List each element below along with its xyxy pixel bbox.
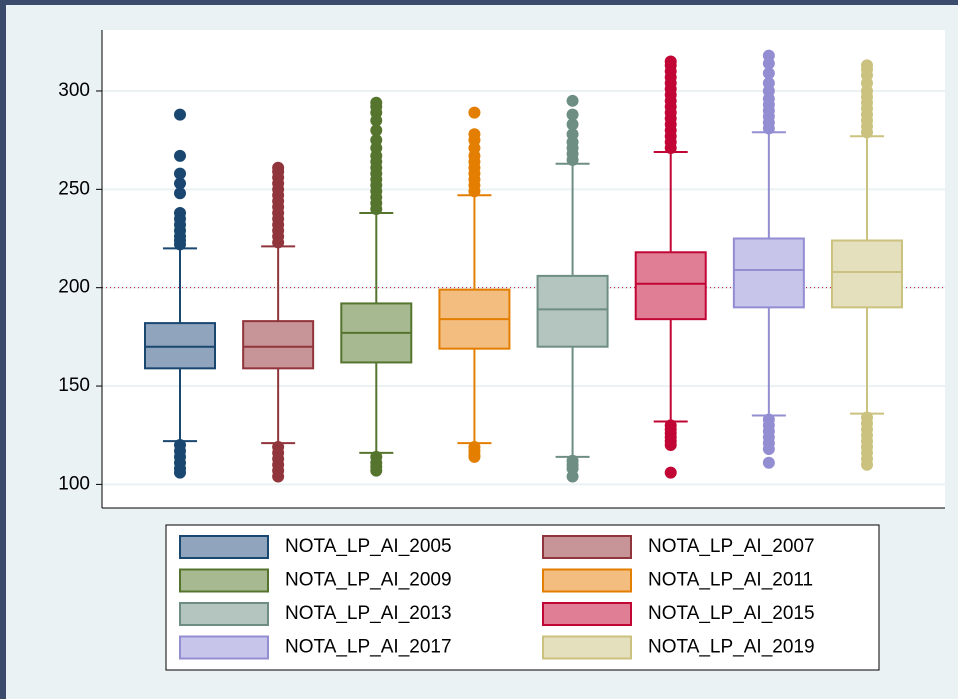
legend-label: NOTA_LP_AI_2007: [648, 536, 815, 557]
box: [634, 251, 707, 321]
outlier: [762, 49, 775, 62]
outlier: [174, 187, 186, 200]
outlier: [861, 59, 873, 72]
outlier: [664, 55, 677, 68]
legend: [165, 524, 880, 671]
outlier: [174, 167, 186, 180]
outlier: [762, 67, 775, 80]
legend-swatch: [542, 635, 632, 660]
outlier: [762, 77, 775, 90]
outlier: [566, 128, 579, 141]
legend-label: NOTA_LP_AI_2017: [285, 637, 452, 658]
outlier: [566, 470, 579, 483]
legend-swatch: [542, 602, 632, 626]
legend-swatch: [179, 635, 269, 660]
legend-swatch: [542, 535, 632, 559]
outlier: [566, 118, 579, 131]
box: [242, 320, 315, 370]
outlier: [664, 466, 677, 479]
outlier: [272, 161, 285, 174]
outlier: [174, 177, 186, 190]
outlier: [468, 106, 481, 119]
y-tick-label: 200: [58, 277, 90, 298]
box: [536, 274, 609, 348]
y-tick-label: 300: [58, 80, 90, 101]
outlier: [174, 149, 186, 162]
y-tick-label: 250: [58, 178, 90, 199]
legend-label: NOTA_LP_AI_2011: [648, 570, 813, 591]
plot-region: [102, 30, 945, 508]
outlier: [566, 108, 579, 121]
outlier: [370, 464, 383, 477]
outlier: [174, 108, 186, 121]
outlier: [468, 450, 481, 463]
legend-label: NOTA_LP_AI_2005: [285, 536, 452, 557]
outlier: [762, 456, 775, 469]
legend-swatch: [179, 602, 269, 626]
y-tick-label: 150: [58, 375, 90, 396]
legend-label: NOTA_LP_AI_2013: [285, 603, 452, 624]
legend-swatch: [179, 535, 269, 559]
outlier: [861, 458, 873, 471]
outlier: [272, 470, 285, 483]
y-tick-label: 100: [58, 473, 90, 494]
box: [732, 237, 805, 309]
outlier: [566, 94, 579, 107]
outlier: [468, 128, 481, 141]
legend-label: NOTA_LP_AI_2019: [648, 637, 815, 658]
legend-swatch: [542, 568, 632, 593]
legend-label: NOTA_LP_AI_2009: [285, 570, 452, 591]
outlier: [174, 466, 186, 479]
box: [831, 239, 903, 309]
outlier: [762, 442, 775, 455]
outlier: [174, 206, 186, 219]
outlier: [370, 134, 383, 147]
outlier: [370, 96, 383, 109]
outlier: [370, 124, 383, 137]
legend-swatch: [179, 568, 269, 593]
legend-label: NOTA_LP_AI_2015: [648, 603, 815, 624]
outlier: [664, 439, 677, 452]
